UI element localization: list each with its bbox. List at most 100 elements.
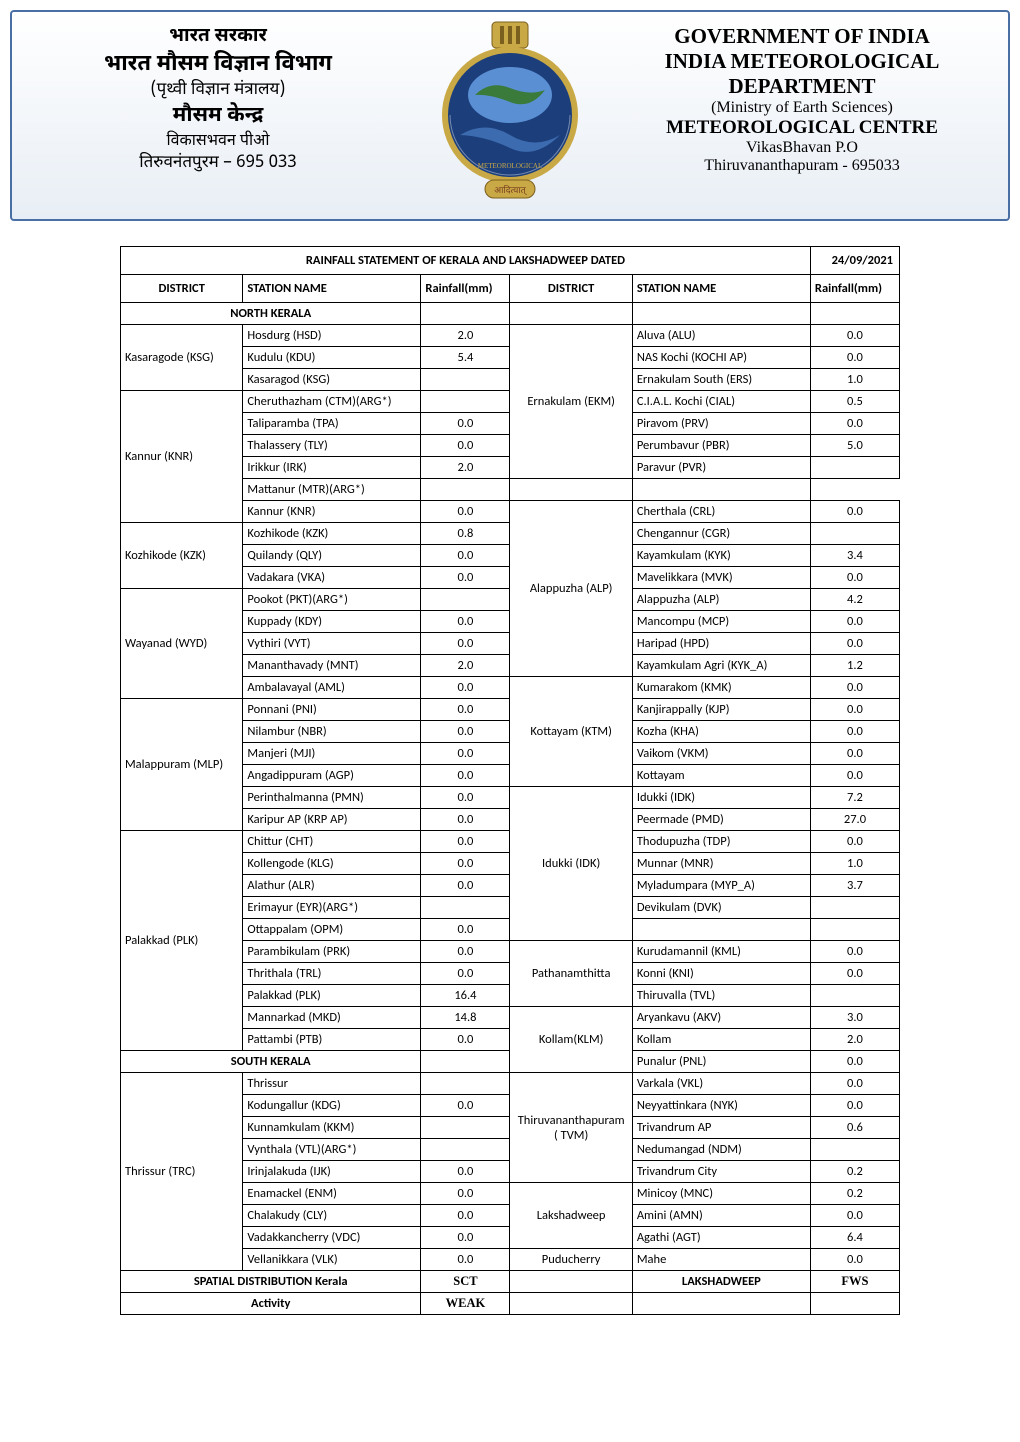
station-cell: Ernakulam South (ERS) xyxy=(632,369,810,391)
station-cell: NAS Kochi (KOCHI AP) xyxy=(632,347,810,369)
station-cell: Mannarkad (MKD) xyxy=(243,1007,421,1029)
rain-cell: 0.0 xyxy=(421,787,510,809)
rain-cell xyxy=(810,1139,899,1161)
rain-cell: 0.0 xyxy=(810,325,899,347)
rain-cell: 3.7 xyxy=(810,875,899,897)
rain-cell: 4.2 xyxy=(810,589,899,611)
rain-cell: 0.0 xyxy=(810,1073,899,1095)
table-row: Kasaragode (KSG)Hosdurg (HSD)2.0Ernakula… xyxy=(121,325,900,347)
station-cell: Mananthavady (MNT) xyxy=(243,655,421,677)
station-cell: Nilambur (NBR) xyxy=(243,721,421,743)
table-row: ActivityWEAK xyxy=(121,1293,900,1315)
rain-cell: 0.0 xyxy=(421,963,510,985)
station-cell: Peermade (PMD) xyxy=(632,809,810,831)
station-cell: Chalakudy (CLY) xyxy=(243,1205,421,1227)
table-row: SPATIAL DISTRIBUTION KeralaSCTLAKSHADWEE… xyxy=(121,1271,900,1293)
station-cell: Thrissur xyxy=(243,1073,421,1095)
station-cell: Taliparamba (TPA) xyxy=(243,413,421,435)
hindi-line-4: मौसम केन्द्र xyxy=(20,102,416,130)
col-district: DISTRICT xyxy=(121,275,243,303)
station-cell: Idukki (IDK) xyxy=(632,787,810,809)
rain-cell: 0.0 xyxy=(421,831,510,853)
station-cell: Thrithala (TRL) xyxy=(243,963,421,985)
station-cell: Mavelikkara (MVK) xyxy=(632,567,810,589)
station-cell: Kozhikode (KZK) xyxy=(243,523,421,545)
station-cell: Vaikom (VKM) xyxy=(632,743,810,765)
eng-line-7: Thiruvananthapuram - 695033 xyxy=(604,157,1000,175)
station-cell: Kollengode (KLG) xyxy=(243,853,421,875)
district-cell: Wayanad (WYD) xyxy=(121,589,243,699)
rainfall-table-container: RAINFALL STATEMENT OF KERALA AND LAKSHAD… xyxy=(120,246,900,1315)
rain-cell: 3.0 xyxy=(810,1007,899,1029)
footer-spatial-val: SCT xyxy=(421,1271,510,1293)
rain-cell: 7.2 xyxy=(810,787,899,809)
rain-cell xyxy=(810,457,899,479)
rain-cell: 0.0 xyxy=(810,1095,899,1117)
station-cell: Chengannur (CGR) xyxy=(632,523,810,545)
rain-cell: 5.4 xyxy=(421,347,510,369)
footer-blank xyxy=(632,1293,810,1315)
imd-emblem-icon: METEOROLOGICAL आदित्यात् xyxy=(430,20,590,210)
station-cell: Kayamkulam (KYK) xyxy=(632,545,810,567)
station-cell: Kurudamannil (KML) xyxy=(632,941,810,963)
rain-cell: 0.0 xyxy=(810,347,899,369)
rain-cell: 0.0 xyxy=(810,743,899,765)
district-cell: Kannur (KNR) xyxy=(121,391,243,523)
col-station: STATION NAME xyxy=(632,275,810,303)
station-cell: Ottappalam (OPM) xyxy=(243,919,421,941)
col-station: STATION NAME xyxy=(243,275,421,303)
rain-cell: 0.8 xyxy=(421,523,510,545)
rain-cell: 0.0 xyxy=(421,1183,510,1205)
station-cell: Karipur AP (KRP AP) xyxy=(243,809,421,831)
rain-cell: 0.0 xyxy=(810,765,899,787)
station-cell: Alappuzha (ALP) xyxy=(632,589,810,611)
station-cell: Quilandy (QLY) xyxy=(243,545,421,567)
rain-cell: 16.4 xyxy=(421,985,510,1007)
station-cell: Vellanikkara (VLK) xyxy=(243,1249,421,1271)
station-cell: Palakkad (PLK) xyxy=(243,985,421,1007)
rain-cell xyxy=(421,391,510,413)
rain-cell: 5.0 xyxy=(810,435,899,457)
rain-cell: 0.2 xyxy=(810,1161,899,1183)
rain-cell xyxy=(810,897,899,919)
station-cell: Kanjirappally (KJP) xyxy=(632,699,810,721)
station-cell: Trivandrum AP xyxy=(632,1117,810,1139)
station-cell: Kozha (KHA) xyxy=(632,721,810,743)
rain-cell: 0.0 xyxy=(810,567,899,589)
station-cell: Irinjalakuda (IJK) xyxy=(243,1161,421,1183)
station-cell: Mattanur (MTR)(ARG*) xyxy=(243,479,421,501)
eng-line-1: GOVERNMENT OF INDIA xyxy=(604,24,1000,49)
rain-cell: 0.0 xyxy=(421,611,510,633)
station-cell: Devikulam (DVK) xyxy=(632,897,810,919)
station-cell: Alathur (ALR) xyxy=(243,875,421,897)
station-cell: Paravur (PVR) xyxy=(632,457,810,479)
rain-cell: 0.0 xyxy=(421,1249,510,1271)
rain-cell: 0.0 xyxy=(421,721,510,743)
rain-cell: 0.0 xyxy=(421,1205,510,1227)
footer-blank xyxy=(510,1271,632,1293)
district-cell: Ernakulam (EKM) xyxy=(510,325,632,479)
station-cell: Amini (AMN) xyxy=(632,1205,810,1227)
station-cell: C.I.A.L. Kochi (CIAL) xyxy=(632,391,810,413)
letterhead-right: GOVERNMENT OF INDIA INDIA METEOROLOGICAL… xyxy=(600,16,1004,183)
rain-cell: 0.2 xyxy=(810,1183,899,1205)
rain-cell: 0.0 xyxy=(421,435,510,457)
table-title: RAINFALL STATEMENT OF KERALA AND LAKSHAD… xyxy=(121,247,811,275)
col-rain: Rainfall(mm) xyxy=(810,275,899,303)
station-cell: Kannur (KNR) xyxy=(243,501,421,523)
rain-cell: 3.4 xyxy=(810,545,899,567)
eng-line-5: METEOROLOGICAL CENTRE xyxy=(604,117,1000,139)
section-north: NORTH KERALA xyxy=(121,303,421,325)
rain-cell xyxy=(421,479,510,501)
station-cell: Kayamkulam Agri (KYK_A) xyxy=(632,655,810,677)
district-cell: Malappuram (MLP) xyxy=(121,699,243,831)
rain-cell: 0.0 xyxy=(810,1051,899,1073)
section-south: SOUTH KERALA xyxy=(121,1051,421,1073)
rain-cell: 6.4 xyxy=(810,1227,899,1249)
station-cell: Minicoy (MNC) xyxy=(632,1183,810,1205)
hindi-line-1: भारत सरकार xyxy=(20,24,416,50)
rain-cell: 0.0 xyxy=(421,941,510,963)
footer-spatial-label: SPATIAL DISTRIBUTION Kerala xyxy=(121,1271,421,1293)
district-cell: Puducherry xyxy=(510,1249,632,1271)
table-row: NORTH KERALA xyxy=(121,303,900,325)
